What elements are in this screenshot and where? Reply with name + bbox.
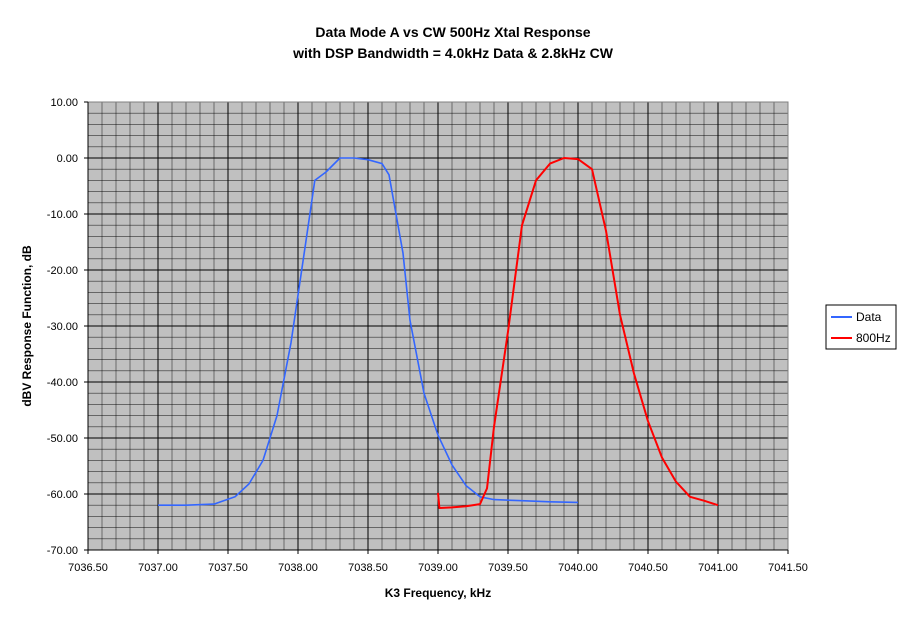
x-axis-title: K3 Frequency, kHz — [385, 586, 491, 600]
series-line-data — [158, 157, 579, 507]
x-tick-label: 7040.50 — [628, 562, 668, 574]
x-tick-label: 7041.50 — [768, 562, 808, 574]
y-tick-label: -50.00 — [47, 433, 78, 445]
y-tick-label: -10.00 — [47, 209, 78, 221]
y-tick-label: 0.00 — [57, 153, 78, 165]
chart-title-line-2: with DSP Bandwidth = 4.0kHz Data & 2.8kH… — [292, 45, 614, 61]
y-tick-label: -40.00 — [47, 377, 78, 389]
y-tick-label: 10.00 — [50, 97, 78, 109]
x-tick-label: 7039.00 — [418, 562, 458, 574]
x-tick-label: 7037.50 — [208, 562, 248, 574]
y-tick-label: -20.00 — [47, 265, 78, 277]
chart-title-line-1: Data Mode A vs CW 500Hz Xtal Response — [315, 24, 590, 40]
legend-label-800hz: 800Hz — [856, 331, 891, 345]
y-tick-label: -30.00 — [47, 321, 78, 333]
x-tick-label: 7041.00 — [698, 562, 738, 574]
x-tick-label: 7038.00 — [278, 562, 318, 574]
x-tick-label: 7037.00 — [138, 562, 178, 574]
y-tick-label: -70.00 — [47, 545, 78, 557]
legend-box — [825, 304, 897, 350]
x-tick-label: 7039.50 — [488, 562, 528, 574]
legend-label-data: Data — [856, 310, 882, 324]
x-tick-label: 7038.50 — [348, 562, 388, 574]
y-axis-title: dBV Response Function, dB — [20, 245, 34, 407]
legend: Data 800Hz — [825, 304, 897, 350]
x-tick-label: 7036.50 — [68, 562, 108, 574]
x-tick-label: 7040.00 — [558, 562, 598, 574]
y-tick-label: -60.00 — [47, 489, 78, 501]
series-line-800hz — [437, 157, 719, 509]
